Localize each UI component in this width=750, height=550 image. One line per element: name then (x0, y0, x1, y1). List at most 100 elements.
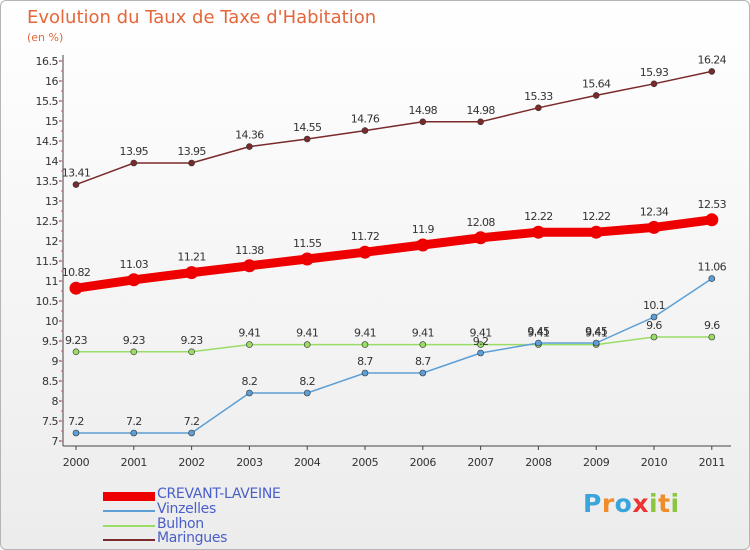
x-tick-label: 2004 (294, 456, 321, 469)
data-point (708, 68, 716, 75)
data-label: 7.2 (126, 415, 142, 428)
data-label: 12.22 (582, 210, 611, 223)
data-label: 7.2 (68, 415, 84, 428)
data-label: 12.34 (640, 205, 669, 218)
y-tick-label: 11 (45, 275, 58, 288)
data-point (130, 429, 138, 437)
x-tick-label: 2005 (352, 456, 379, 469)
data-label: 13.95 (177, 145, 206, 158)
data-label: 13.41 (62, 167, 91, 180)
data-label: 15.33 (524, 90, 553, 103)
x-tick-label: 2009 (583, 456, 610, 469)
y-tick-label: 16 (45, 75, 58, 88)
data-label: 14.98 (466, 104, 495, 117)
y-tick-label: 10 (45, 315, 58, 328)
data-point (185, 266, 199, 280)
data-label: 15.64 (582, 77, 611, 90)
y-tick-label: 9.5 (42, 335, 58, 348)
x-tick-label: 2006 (410, 456, 437, 469)
data-point (188, 159, 195, 167)
series-line-2 (75, 336, 713, 353)
legend-label: Bulhon (157, 516, 204, 532)
x-tick-label: 2001 (121, 456, 147, 469)
data-point (246, 341, 253, 348)
logo-letter: P (583, 489, 602, 518)
data-point (705, 213, 719, 227)
data-label: 9.41 (296, 327, 318, 340)
data-label: 10.1 (643, 299, 665, 312)
series-line-1 (75, 277, 713, 434)
chart-title: Evolution du Taux de Taxe d'Habitation (27, 7, 377, 28)
data-label: 9.41 (354, 327, 376, 340)
data-label: 12.22 (524, 210, 553, 223)
logo-letter: x (632, 489, 649, 518)
data-point (72, 429, 80, 437)
data-label: 16.24 (698, 53, 727, 66)
y-tick-label: 9 (52, 355, 59, 368)
y-tick-label: 13 (45, 195, 58, 208)
data-label: 9.41 (585, 327, 607, 340)
y-tick-label: 12 (45, 235, 58, 248)
data-point (188, 429, 195, 437)
legend-label: Maringues (157, 530, 228, 546)
data-label: 12.53 (698, 198, 727, 211)
x-tick-label: 2010 (641, 456, 668, 469)
data-label: 11.55 (293, 237, 322, 250)
data-point (647, 220, 661, 234)
y-tick-label: 14 (45, 155, 58, 168)
data-label: 8.2 (299, 375, 315, 388)
data-point (477, 349, 484, 357)
data-point (531, 225, 545, 239)
data-point (303, 389, 311, 397)
data-label: 12.08 (466, 216, 495, 229)
data-point (708, 275, 716, 282)
data-label: 14.76 (351, 113, 380, 126)
legend-label: CREVANT-LAVEINE (157, 486, 281, 502)
data-label: 9.23 (123, 334, 146, 347)
logo-letter: t (658, 489, 671, 518)
x-tick-label: 2007 (467, 456, 494, 469)
data-label: 10.82 (62, 266, 91, 279)
y-tick-label: 10.5 (36, 295, 59, 308)
logo-letter: i (670, 489, 680, 518)
data-point (130, 159, 138, 167)
data-point (246, 143, 253, 150)
y-tick-label: 14.5 (36, 135, 59, 148)
y-tick-label: 7.5 (42, 415, 58, 428)
data-point (361, 369, 369, 377)
data-point (419, 369, 427, 377)
series-line-3 (75, 70, 713, 186)
data-label: 15.93 (640, 66, 669, 79)
y-tick-label: 12.5 (36, 215, 59, 228)
data-point (127, 273, 141, 287)
data-point (477, 118, 484, 126)
data-point (535, 104, 542, 112)
data-label: 9.45 (585, 325, 608, 338)
proxiti-logo: Proxiti (583, 489, 680, 518)
legend-label: Vinzelles (157, 501, 216, 517)
data-point (130, 348, 138, 356)
logo-letter: o (614, 489, 633, 518)
data-label: 9.6 (704, 319, 720, 332)
y-tick-label: 8 (52, 395, 59, 408)
data-point (416, 238, 430, 252)
data-label: 9.6 (646, 319, 662, 332)
data-label: 8.2 (242, 375, 258, 388)
data-label: 11.9 (412, 223, 435, 236)
y-tick-label: 15 (45, 115, 58, 128)
data-label: 9.23 (181, 334, 204, 347)
data-point (535, 339, 542, 347)
data-point (303, 135, 311, 143)
data-point (592, 339, 600, 347)
x-tick-label: 2008 (525, 456, 552, 469)
legend-swatch (103, 525, 155, 527)
series-line-0 (71, 215, 717, 293)
data-point (650, 80, 658, 88)
data-label: 9.41 (470, 327, 492, 340)
data-point (72, 181, 80, 188)
data-point (592, 92, 600, 99)
data-label: 11.03 (120, 258, 149, 271)
data-label: 9.41 (412, 327, 434, 340)
